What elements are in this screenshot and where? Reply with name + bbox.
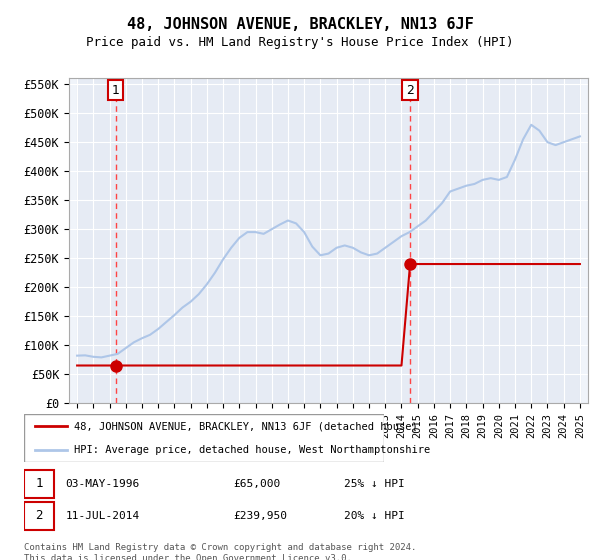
Text: HPI: Average price, detached house, West Northamptonshire: HPI: Average price, detached house, West… xyxy=(74,445,431,455)
Text: 11-JUL-2014: 11-JUL-2014 xyxy=(65,511,140,521)
Text: Price paid vs. HM Land Registry's House Price Index (HPI): Price paid vs. HM Land Registry's House … xyxy=(86,36,514,49)
Text: 48, JOHNSON AVENUE, BRACKLEY, NN13 6JF: 48, JOHNSON AVENUE, BRACKLEY, NN13 6JF xyxy=(127,17,473,32)
Text: 25% ↓ HPI: 25% ↓ HPI xyxy=(344,479,405,489)
Text: 2: 2 xyxy=(406,83,414,96)
Text: 2: 2 xyxy=(35,509,43,522)
FancyBboxPatch shape xyxy=(24,414,384,462)
Text: £65,000: £65,000 xyxy=(234,479,281,489)
FancyBboxPatch shape xyxy=(24,470,55,498)
Text: 48, JOHNSON AVENUE, BRACKLEY, NN13 6JF (detached house): 48, JOHNSON AVENUE, BRACKLEY, NN13 6JF (… xyxy=(74,421,418,431)
Text: 20% ↓ HPI: 20% ↓ HPI xyxy=(344,511,405,521)
Text: 1: 1 xyxy=(112,83,119,96)
Text: 1: 1 xyxy=(35,477,43,491)
FancyBboxPatch shape xyxy=(24,502,55,530)
Text: 03-MAY-1996: 03-MAY-1996 xyxy=(65,479,140,489)
Text: Contains HM Land Registry data © Crown copyright and database right 2024.
This d: Contains HM Land Registry data © Crown c… xyxy=(24,543,416,560)
Text: £239,950: £239,950 xyxy=(234,511,288,521)
